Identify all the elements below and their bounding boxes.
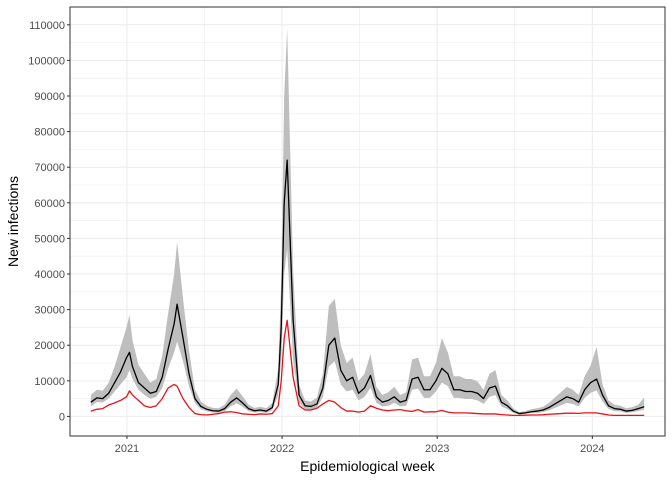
y-tick-label: 90000 xyxy=(34,91,65,103)
y-tick-label: 20000 xyxy=(34,340,65,352)
uncertainty-band-layer xyxy=(90,28,645,415)
y-tick-label: 30000 xyxy=(34,305,65,317)
y-tick-label: 80000 xyxy=(34,127,65,139)
x-axis: 2021 2022 2023 2024 xyxy=(115,436,605,455)
x-tick-label: 2024 xyxy=(580,443,604,455)
y-tick-label: 100000 xyxy=(28,55,65,67)
y-tick-label: 50000 xyxy=(34,233,65,245)
minor-grid xyxy=(70,7,665,436)
uncertainty-band xyxy=(90,28,645,415)
black-series-line xyxy=(90,159,645,415)
y-tick-label: 10000 xyxy=(34,376,65,388)
x-axis-title: Epidemiological week xyxy=(300,458,436,474)
panel-border xyxy=(69,6,666,437)
y-tick-label: 40000 xyxy=(34,269,65,281)
y-axis: 0 10000 20000 30000 40000 50000 60000 70000 8000… xyxy=(28,20,70,423)
series-line-layer xyxy=(90,159,645,416)
x-tick-label: 2022 xyxy=(270,443,294,455)
y-tick-label: 110000 xyxy=(29,20,65,32)
y-axis-title: New infections xyxy=(5,176,21,267)
red-series-line xyxy=(90,319,645,416)
y-tick-label: 70000 xyxy=(34,162,65,174)
x-tick-label: 2021 xyxy=(115,443,139,455)
x-tick-label: 2023 xyxy=(425,443,449,455)
y-tick-label: 0 xyxy=(59,411,65,423)
y-tick-label: 60000 xyxy=(34,198,65,210)
